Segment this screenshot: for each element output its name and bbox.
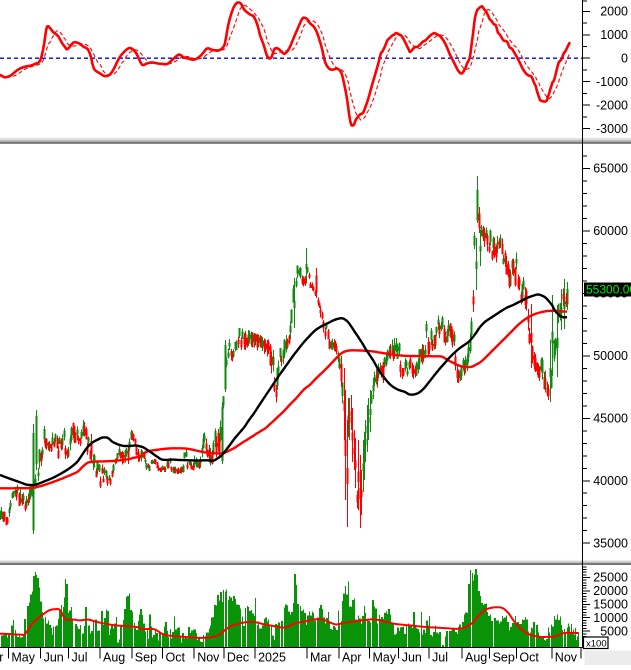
svg-text:-3000: -3000 — [596, 122, 628, 136]
svg-text:-2000: -2000 — [596, 98, 628, 112]
svg-text:60000: 60000 — [593, 224, 628, 238]
svg-text:Apr: Apr — [342, 651, 361, 665]
svg-text:Sep: Sep — [493, 651, 515, 665]
svg-text:Nov: Nov — [555, 651, 578, 665]
svg-text:Mar: Mar — [310, 651, 332, 665]
svg-text:0: 0 — [621, 51, 628, 65]
svg-text:50000: 50000 — [593, 349, 628, 363]
svg-text:Jul: Jul — [432, 651, 448, 665]
svg-text:5000: 5000 — [600, 624, 628, 638]
svg-text:Aug: Aug — [103, 651, 125, 665]
svg-text:Oct: Oct — [519, 651, 539, 665]
svg-text:May: May — [373, 651, 397, 665]
svg-text:Jun: Jun — [44, 651, 64, 665]
svg-text:10000: 10000 — [593, 611, 628, 625]
svg-text:Nov: Nov — [197, 651, 220, 665]
svg-text:35000: 35000 — [593, 536, 628, 550]
svg-text:40000: 40000 — [593, 474, 628, 488]
svg-text:55300.00: 55300.00 — [586, 283, 631, 297]
svg-text:45000: 45000 — [593, 412, 628, 426]
svg-text:20000: 20000 — [593, 584, 628, 598]
svg-text:25000: 25000 — [593, 571, 628, 585]
svg-text:Jul: Jul — [72, 651, 88, 665]
svg-text:1000: 1000 — [600, 28, 628, 42]
svg-text:May: May — [11, 651, 35, 665]
svg-text:Apr: Apr — [0, 651, 3, 665]
svg-text:65000: 65000 — [593, 162, 628, 176]
svg-text:x100: x100 — [586, 639, 607, 650]
svg-text:Dec: Dec — [227, 651, 249, 665]
svg-text:Sep: Sep — [135, 651, 157, 665]
svg-text:2000: 2000 — [600, 5, 628, 19]
svg-text:Jun: Jun — [402, 651, 422, 665]
svg-text:-1000: -1000 — [596, 75, 628, 89]
svg-text:15000: 15000 — [593, 598, 628, 612]
svg-text:Oct: Oct — [166, 651, 186, 665]
svg-text:2025: 2025 — [258, 651, 286, 665]
svg-text:Aug: Aug — [465, 651, 487, 665]
